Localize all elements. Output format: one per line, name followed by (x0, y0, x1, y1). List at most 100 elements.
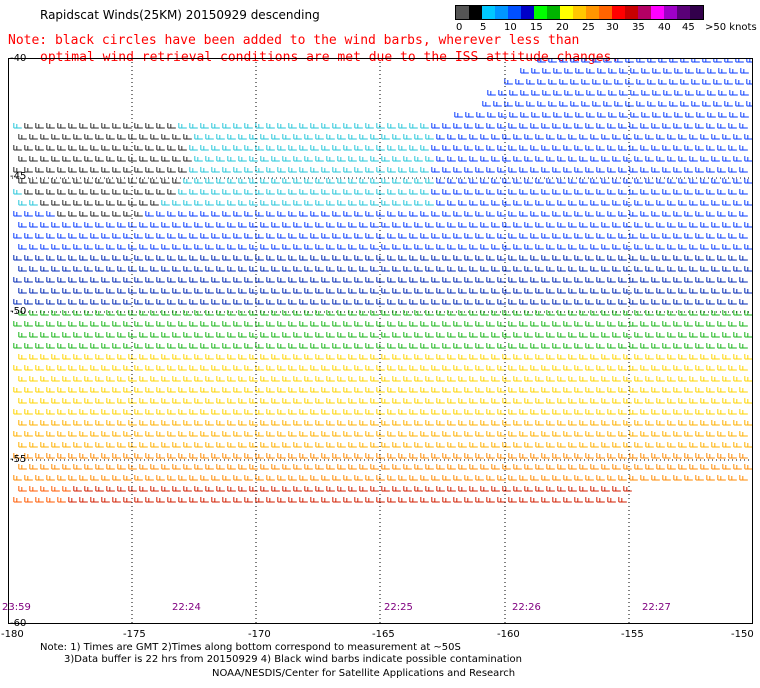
wind-barb (139, 134, 148, 140)
wind-barb (568, 464, 577, 470)
wind-barb (409, 145, 418, 151)
wind-barb (656, 178, 665, 184)
wind-barb (68, 321, 77, 327)
wind-barb (139, 442, 148, 448)
wind-barb (288, 123, 297, 129)
wind-barb (40, 442, 49, 448)
wind-barb (73, 178, 82, 184)
wind-barb (519, 299, 528, 305)
wind-barb (145, 343, 154, 349)
wind-barb (662, 233, 671, 239)
wind-barb (288, 255, 297, 261)
wind-barb (18, 398, 27, 404)
wind-barb (387, 409, 396, 415)
wind-barb (409, 189, 418, 195)
wind-barb (216, 398, 225, 404)
wind-barb (13, 255, 22, 261)
wind-barb (508, 475, 517, 481)
wind-barb (728, 431, 737, 437)
wind-barb (579, 288, 588, 294)
wind-barb (722, 178, 731, 184)
wind-barb (739, 343, 748, 349)
wind-barb (134, 189, 143, 195)
wind-barb (480, 244, 489, 250)
wind-barb (172, 156, 181, 162)
wind-barb (161, 486, 170, 492)
wind-barb (601, 486, 610, 492)
wind-barb (315, 134, 324, 140)
wind-barb (24, 453, 33, 459)
wind-barb (40, 134, 49, 140)
wind-barb (651, 211, 660, 217)
wind-barb (651, 189, 660, 195)
wind-barb (260, 376, 269, 382)
wind-barb (409, 299, 418, 305)
wind-barb (101, 299, 110, 305)
wind-barb (568, 244, 577, 250)
wind-barb (634, 464, 643, 470)
wind-barb (601, 244, 610, 250)
wind-barb (156, 475, 165, 481)
wind-barb (161, 464, 170, 470)
wind-barb (244, 321, 253, 327)
wind-barb (585, 255, 594, 261)
wind-barb (95, 332, 104, 338)
wind-barb (387, 145, 396, 151)
wind-barb (178, 167, 187, 173)
wind-barb (299, 211, 308, 217)
wind-barb (227, 420, 236, 426)
wind-barb (491, 288, 500, 294)
wind-barb (530, 387, 539, 393)
wind-barb (739, 387, 748, 393)
wind-barb (183, 464, 192, 470)
wind-barb (546, 354, 555, 360)
wind-barb (161, 156, 170, 162)
wind-barb (128, 244, 137, 250)
wind-barb (260, 288, 269, 294)
wind-barb (486, 299, 495, 305)
wind-barb (13, 299, 22, 305)
wind-barb (618, 233, 627, 239)
wind-barb (585, 189, 594, 195)
wind-barb (612, 464, 621, 470)
wind-barb (658, 101, 667, 107)
wind-barb (542, 90, 551, 96)
wind-barb (431, 497, 440, 503)
wind-barb (299, 387, 308, 393)
wind-barb (475, 453, 484, 459)
wind-barb (530, 475, 539, 481)
wind-barb (106, 464, 115, 470)
wind-barb (398, 475, 407, 481)
wind-barb (233, 365, 242, 371)
wind-barb (321, 189, 330, 195)
wind-barb (178, 255, 187, 261)
wind-barb (24, 343, 33, 349)
wind-barb (619, 68, 628, 74)
wind-barb (205, 376, 214, 382)
wind-barb (178, 189, 187, 195)
wind-barb (24, 387, 33, 393)
wind-barb (458, 156, 467, 162)
wind-barb (106, 354, 115, 360)
wind-barb (35, 365, 44, 371)
wind-barb (249, 178, 258, 184)
wind-barb (139, 200, 148, 206)
wind-barb (722, 376, 731, 382)
wind-barb (46, 299, 55, 305)
wind-barb (200, 431, 209, 437)
wind-barb (453, 299, 462, 305)
wind-barb (46, 233, 55, 239)
wind-barb (442, 475, 451, 481)
wind-barb (645, 266, 654, 272)
wind-barb (79, 475, 88, 481)
wind-barb (557, 222, 566, 228)
wind-barb (161, 134, 170, 140)
wind-barb (634, 398, 643, 404)
wind-barb (354, 409, 363, 415)
wind-barb (35, 409, 44, 415)
wind-barb (348, 288, 357, 294)
wind-barb (216, 486, 225, 492)
wind-barb (24, 211, 33, 217)
wind-barb (601, 332, 610, 338)
wind-barb (667, 420, 676, 426)
